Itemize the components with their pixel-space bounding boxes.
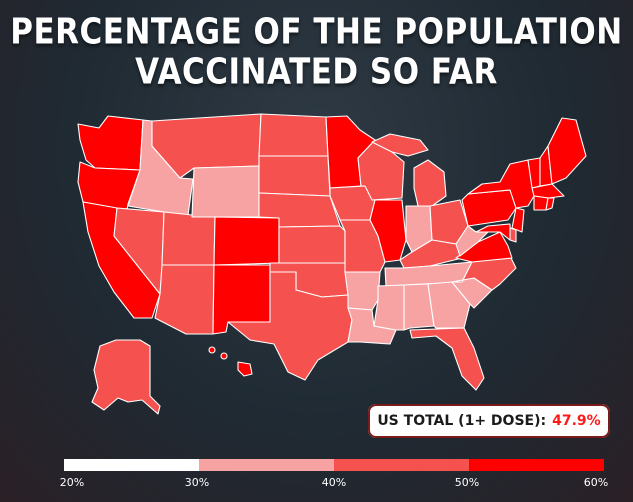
state-PA bbox=[461, 189, 517, 227]
us-total-callout: US TOTAL (1+ DOSE): 47.9% bbox=[368, 404, 610, 438]
scale-tick-40: 40% bbox=[321, 476, 347, 489]
state-SD bbox=[258, 155, 331, 197]
state-CO bbox=[213, 216, 280, 266]
state-AK bbox=[91, 339, 161, 415]
state-AZ bbox=[154, 264, 215, 335]
us-total-value: 47.9% bbox=[552, 413, 601, 429]
state-KS bbox=[278, 225, 346, 264]
state-ME bbox=[547, 117, 587, 185]
scale-bin-50-60 bbox=[469, 459, 604, 471]
us-total-label: US TOTAL (1+ DOSE): bbox=[377, 413, 547, 429]
scale-bin-30-40 bbox=[199, 459, 334, 471]
state-IL bbox=[369, 199, 407, 263]
state-MA bbox=[531, 183, 565, 199]
scale-tick-20: 20% bbox=[59, 476, 85, 489]
state-AL bbox=[403, 283, 435, 331]
map-title-line2: VACCINATED SO FAR bbox=[135, 51, 498, 93]
map-title-line1: PERCENTAGE OF THE POPULATION bbox=[10, 11, 623, 53]
scale-bin-20-30 bbox=[64, 459, 199, 471]
state-WA bbox=[77, 115, 144, 171]
state-MI-UP bbox=[371, 133, 429, 157]
state-MS bbox=[373, 284, 405, 331]
state-HI bbox=[237, 361, 253, 377]
scale-tick-60: 60% bbox=[583, 476, 609, 489]
state-NJ bbox=[511, 207, 525, 233]
state-LA bbox=[347, 307, 397, 345]
state-AR bbox=[344, 271, 381, 311]
scale-bin-40-50 bbox=[334, 459, 469, 471]
state-FL bbox=[409, 327, 485, 391]
state-WY bbox=[191, 165, 260, 218]
state-MD bbox=[475, 223, 511, 241]
state-RI bbox=[545, 197, 555, 211]
state-UT bbox=[161, 211, 216, 266]
scale-tick-50: 50% bbox=[454, 476, 480, 489]
state-MI bbox=[413, 159, 447, 207]
color-scale-bar bbox=[64, 459, 604, 471]
scale-tick-30: 30% bbox=[184, 476, 210, 489]
state-DE bbox=[509, 227, 517, 243]
state-HI-oahu bbox=[220, 352, 228, 360]
state-TX bbox=[227, 271, 353, 381]
state-OR bbox=[77, 161, 141, 211]
state-HI-kauai bbox=[208, 346, 216, 354]
state-ND bbox=[258, 113, 329, 157]
